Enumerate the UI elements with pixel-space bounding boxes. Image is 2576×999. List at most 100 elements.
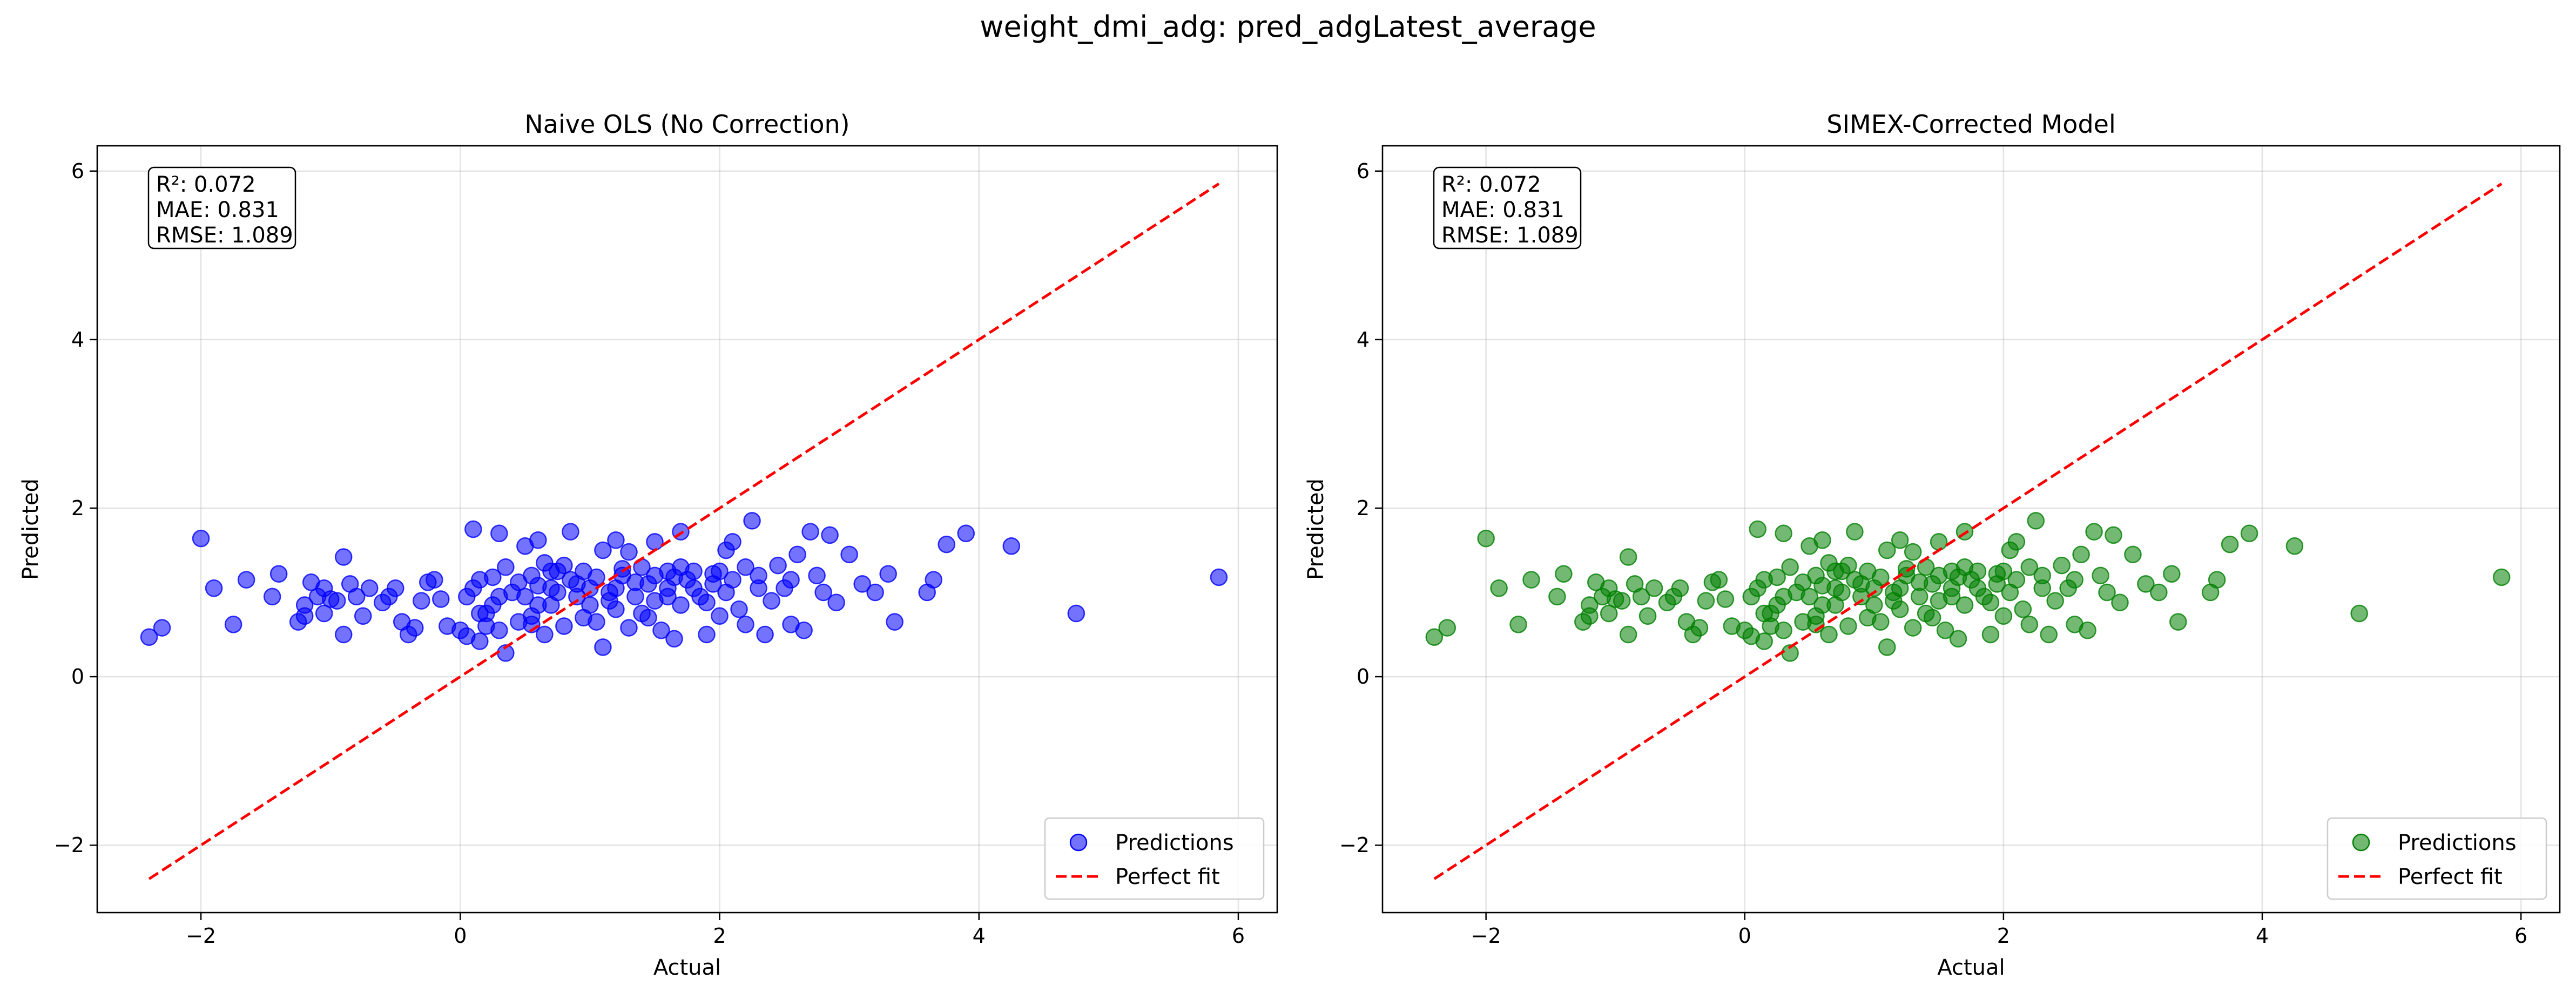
data-point bbox=[957, 524, 975, 543]
legend-marker-predictions bbox=[2352, 833, 2370, 852]
data-point bbox=[1775, 588, 1792, 606]
data-point bbox=[672, 596, 690, 614]
data-point bbox=[2007, 533, 2026, 551]
data-point bbox=[594, 541, 612, 559]
data-point bbox=[737, 558, 754, 576]
axes-frame bbox=[1381, 145, 2561, 914]
data-point bbox=[1878, 541, 1896, 559]
data-point bbox=[2001, 583, 2019, 602]
data-point bbox=[269, 565, 288, 583]
data-point bbox=[1930, 566, 1948, 585]
x-tick-label: 4 bbox=[973, 924, 986, 948]
data-point bbox=[730, 600, 748, 618]
y-tick-label: 6 bbox=[1357, 159, 1370, 183]
data-point bbox=[2111, 593, 2129, 612]
data-point bbox=[1943, 588, 1961, 606]
data-point bbox=[2285, 537, 2304, 555]
data-point bbox=[769, 556, 787, 575]
data-point bbox=[782, 571, 800, 589]
x-tick-label: 2 bbox=[1997, 924, 2010, 948]
data-point bbox=[1645, 579, 1663, 597]
y-tick-label: 0 bbox=[1357, 665, 1370, 688]
data-point bbox=[1910, 573, 1928, 591]
x-tick-label: −2 bbox=[186, 924, 216, 948]
legend-label-perfect-fit: Perfect fit bbox=[1115, 865, 1220, 889]
data-point bbox=[1878, 638, 1896, 656]
data-point bbox=[432, 590, 450, 608]
data-point bbox=[529, 577, 547, 595]
data-point bbox=[464, 520, 482, 538]
data-point bbox=[750, 579, 767, 597]
data-point bbox=[2020, 616, 2039, 633]
data-point bbox=[646, 566, 664, 585]
data-point bbox=[2040, 625, 2058, 644]
data-point bbox=[672, 558, 690, 576]
data-point bbox=[1710, 571, 1728, 589]
x-tick-label: 0 bbox=[1738, 924, 1751, 948]
data-point bbox=[1988, 565, 2006, 583]
x-tick-label: 0 bbox=[454, 924, 467, 948]
data-point bbox=[2014, 600, 2032, 618]
data-point bbox=[639, 609, 657, 627]
legend: Predictions Perfect fit bbox=[1044, 817, 1265, 900]
data-point bbox=[879, 565, 897, 583]
data-point bbox=[1697, 592, 1715, 610]
data-point bbox=[698, 625, 716, 644]
data-point bbox=[620, 619, 638, 637]
y-tick-label: −2 bbox=[54, 833, 84, 857]
data-point bbox=[788, 545, 806, 564]
data-point bbox=[827, 593, 845, 612]
data-point bbox=[471, 571, 489, 589]
data-point bbox=[2208, 571, 2226, 589]
data-point bbox=[1755, 571, 1773, 589]
data-point bbox=[1813, 577, 1831, 595]
data-point bbox=[575, 609, 592, 627]
data-point bbox=[2492, 568, 2511, 586]
data-point bbox=[1638, 607, 1657, 625]
data-point bbox=[1548, 588, 1566, 606]
data-point bbox=[1852, 575, 1870, 593]
data-point bbox=[665, 630, 683, 648]
data-point bbox=[1955, 523, 1974, 541]
grid-lines bbox=[1383, 146, 2560, 913]
data-point bbox=[237, 571, 255, 589]
data-point bbox=[1897, 560, 1916, 578]
data-point bbox=[1438, 619, 1456, 637]
data-point bbox=[1210, 568, 1228, 586]
data-point bbox=[2137, 575, 2155, 593]
data-point bbox=[1755, 632, 1773, 650]
legend: Predictions Perfect fit bbox=[2327, 817, 2547, 900]
data-point bbox=[490, 622, 508, 639]
stats-line: R²: 0.072 bbox=[1441, 172, 1541, 197]
data-point bbox=[1775, 622, 1792, 639]
data-point bbox=[840, 545, 858, 564]
data-point bbox=[224, 616, 242, 633]
data-point bbox=[1716, 590, 1735, 608]
panel-2: −2 0 2 4 6 −2 0 2 4 6 SIMEX-Corrected Model Actual P… bbox=[1304, 110, 2561, 980]
data-point bbox=[387, 579, 404, 597]
data-point bbox=[1833, 583, 1851, 602]
data-point bbox=[2027, 512, 2045, 530]
data-point bbox=[562, 523, 579, 541]
data-point bbox=[140, 628, 158, 646]
data-point bbox=[743, 512, 761, 530]
data-point bbox=[1581, 596, 1599, 614]
stats-line: RMSE: 1.089 bbox=[156, 223, 293, 248]
data-point bbox=[360, 579, 379, 597]
data-point bbox=[1477, 529, 1495, 548]
data-point bbox=[1555, 565, 1573, 583]
data-point bbox=[801, 523, 819, 541]
data-point bbox=[717, 583, 735, 602]
data-point bbox=[1923, 609, 1941, 627]
data-point bbox=[613, 560, 631, 578]
data-point bbox=[1619, 625, 1637, 644]
data-point bbox=[1632, 588, 1650, 606]
data-point bbox=[334, 548, 353, 566]
y-tick-label: 0 bbox=[71, 665, 84, 688]
data-point bbox=[2350, 604, 2368, 623]
data-point bbox=[2085, 523, 2103, 541]
data-point bbox=[1002, 537, 1021, 555]
data-point bbox=[2221, 535, 2239, 554]
data-point bbox=[477, 604, 495, 623]
